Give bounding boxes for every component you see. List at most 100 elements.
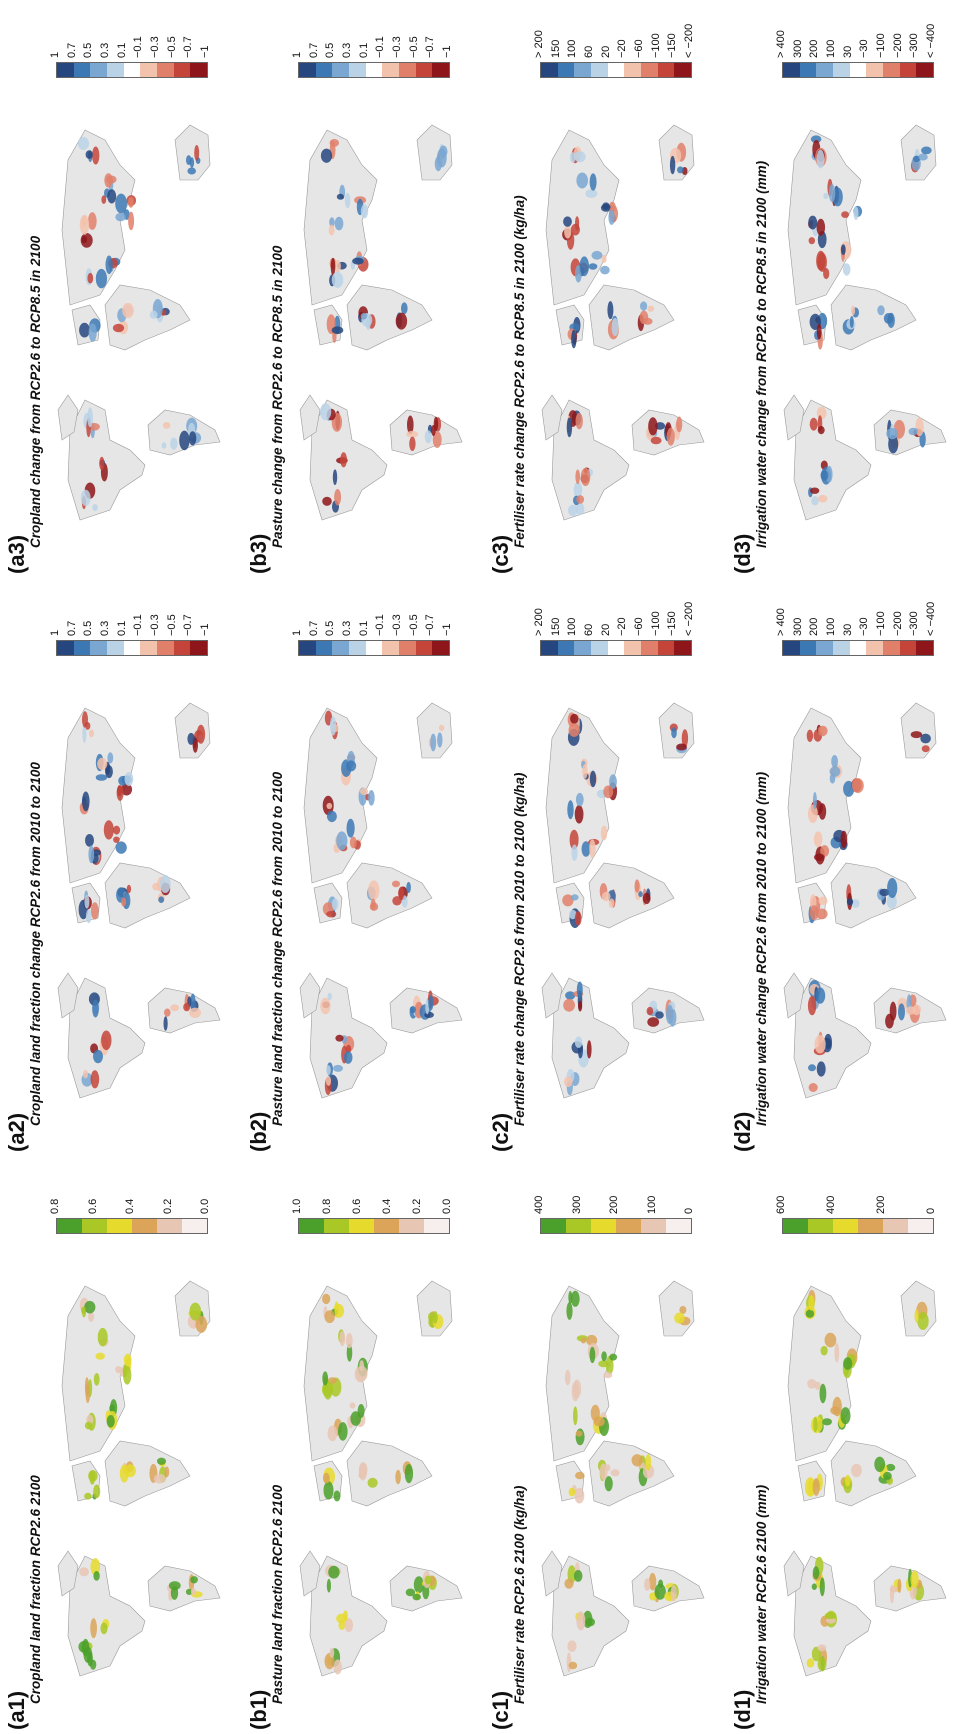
data-patch bbox=[438, 724, 445, 731]
data-patch bbox=[812, 792, 817, 810]
data-patch bbox=[910, 731, 923, 739]
data-patch bbox=[817, 426, 825, 435]
data-patch bbox=[818, 896, 828, 905]
colorbar-tick-label: −0.5 bbox=[165, 36, 178, 58]
continent-outline bbox=[783, 394, 805, 441]
data-patch bbox=[190, 993, 196, 1013]
continent-outline bbox=[900, 702, 937, 759]
colorbar-tick-label: 150 bbox=[549, 617, 562, 636]
data-patch bbox=[106, 1414, 115, 1428]
data-patch bbox=[345, 1044, 352, 1054]
data-patch bbox=[196, 724, 206, 744]
data-patch bbox=[665, 1004, 674, 1025]
data-patch bbox=[149, 310, 158, 319]
colorbar-tick-label: 0.3 bbox=[99, 42, 111, 58]
continent-outline bbox=[551, 399, 630, 521]
data-patch bbox=[600, 265, 610, 275]
colorbar-tick-label: 0.5 bbox=[82, 42, 95, 58]
data-patch bbox=[852, 778, 864, 794]
data-patch bbox=[115, 212, 126, 222]
data-patch bbox=[329, 138, 339, 147]
colorbar-segment bbox=[783, 641, 800, 655]
data-patch bbox=[655, 1011, 664, 1019]
colorbar-tick-label: 200 bbox=[608, 1195, 620, 1214]
colorbar-ticks: 0.8 0.6 0.4 0.2 0.0 bbox=[49, 1156, 211, 1214]
colorbar-ticks: 1 0.7 0.5 0.3 0.1 −0.1 −0.3 −0.5 −0.7 −1 bbox=[49, 578, 211, 636]
panel-label: (c2) bbox=[488, 1112, 513, 1152]
data-patch bbox=[187, 167, 196, 175]
data-patch bbox=[112, 323, 125, 333]
data-patch bbox=[809, 417, 818, 431]
colorbar-tick-label: 0.7 bbox=[307, 620, 320, 636]
colorbar-tick-label: −20 bbox=[616, 39, 629, 58]
data-patch bbox=[340, 452, 347, 468]
data-patch bbox=[326, 910, 337, 918]
colorbar bbox=[540, 62, 692, 78]
data-patch bbox=[322, 1381, 333, 1398]
data-patch bbox=[569, 909, 577, 920]
data-patch bbox=[808, 804, 818, 824]
data-patch bbox=[601, 254, 607, 263]
colorbar-tick-label: < −200 bbox=[683, 601, 695, 636]
data-patch bbox=[93, 1372, 100, 1386]
data-patch bbox=[600, 825, 608, 841]
colorbar-segment bbox=[315, 63, 333, 77]
colorbar-tick-label: −200 bbox=[891, 33, 904, 58]
data-patch bbox=[329, 1647, 335, 1658]
map-panel-a1: (a1) Cropland land fraction RCP2.6 2100 0.… bbox=[0, 1156, 242, 1734]
data-patch bbox=[568, 1661, 578, 1670]
data-patch bbox=[358, 1463, 368, 1481]
colorbar bbox=[298, 640, 450, 656]
map-panel-b1: (b1) Pasture land fraction RCP2.6 2100 1.0… bbox=[242, 1156, 484, 1734]
colorbar-ticks: 1 0.7 0.5 0.3 0.1 −0.1 −0.3 −0.5 −0.7 −1 bbox=[291, 0, 453, 58]
colorbar-segment bbox=[557, 641, 575, 655]
colorbar-tick-label: −0.5 bbox=[407, 614, 420, 636]
colorbar-segment bbox=[432, 641, 450, 655]
data-patch bbox=[808, 1295, 815, 1311]
data-patch bbox=[349, 836, 357, 849]
data-patch bbox=[157, 1457, 166, 1465]
panel-label: (c1) bbox=[488, 1690, 513, 1730]
data-patch bbox=[330, 257, 336, 276]
colorbar bbox=[540, 1218, 692, 1234]
data-patch bbox=[806, 729, 814, 742]
data-patch bbox=[599, 1463, 608, 1480]
data-patch bbox=[122, 302, 134, 319]
data-patch bbox=[90, 1618, 97, 1639]
colorbar-segment bbox=[541, 63, 558, 77]
colorbar-tick-label: 0.5 bbox=[324, 42, 337, 58]
data-patch bbox=[92, 146, 100, 165]
colorbar-segment bbox=[365, 63, 383, 77]
data-patch bbox=[820, 845, 830, 857]
colorbar-segment bbox=[657, 63, 675, 77]
data-patch bbox=[674, 1312, 685, 1324]
data-patch bbox=[567, 1640, 577, 1652]
colorbar-segment bbox=[432, 63, 450, 77]
data-patch bbox=[334, 216, 344, 231]
colorbar-segment bbox=[299, 641, 316, 655]
data-patch bbox=[107, 189, 117, 204]
data-patch bbox=[681, 729, 689, 748]
data-patch bbox=[92, 504, 98, 511]
colorbar-segment bbox=[541, 1219, 566, 1233]
colorbar-segment bbox=[883, 1219, 908, 1233]
data-patch bbox=[605, 1356, 614, 1375]
data-patch bbox=[639, 310, 649, 325]
panel-title: Cropland land fraction RCP2.6 2100 bbox=[28, 1475, 43, 1704]
colorbar bbox=[298, 62, 450, 78]
data-patch bbox=[570, 713, 579, 724]
data-patch bbox=[822, 1418, 832, 1426]
data-patch bbox=[329, 716, 337, 736]
colorbar-tick-label: 0.1 bbox=[115, 620, 128, 636]
data-patch bbox=[573, 1406, 578, 1426]
map-panel-d1: (d1) Irrigation water RCP2.6 2100 (mm) 600… bbox=[726, 1156, 968, 1734]
data-patch bbox=[333, 1659, 342, 1675]
data-patch bbox=[81, 235, 88, 244]
data-patch bbox=[638, 891, 643, 898]
colorbar-tick-label: < −200 bbox=[683, 23, 695, 58]
data-patch bbox=[576, 172, 589, 189]
data-patch bbox=[124, 1464, 136, 1478]
colorbar-segment bbox=[315, 641, 333, 655]
colorbar-segment bbox=[591, 63, 608, 77]
